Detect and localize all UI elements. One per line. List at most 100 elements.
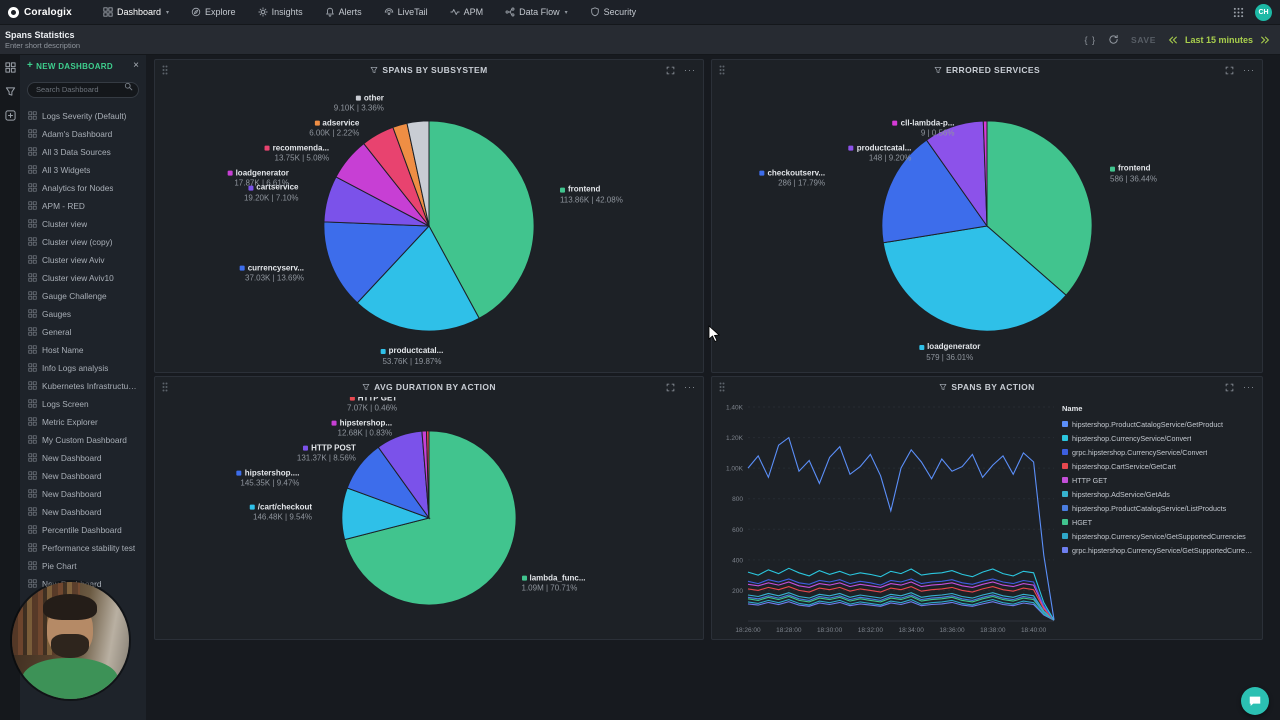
svg-text:600: 600 — [732, 527, 743, 534]
caret-down-icon: ▾ — [564, 9, 568, 16]
sidebar-item[interactable]: New Dashboard — [20, 449, 146, 467]
sidebar-item[interactable]: All 3 Widgets — [20, 161, 146, 179]
sidebar-item[interactable]: Analytics for Nodes — [20, 179, 146, 197]
sidebar-item[interactable]: Metric Explorer — [20, 413, 146, 431]
sidebar-item[interactable]: Cluster view (copy) — [20, 233, 146, 251]
user-avatar-button[interactable]: CH — [1255, 3, 1272, 21]
pie-chart-errored-services[interactable]: loadgenerator 579 | 36.01% checkoutserv...… — [712, 80, 1262, 372]
sidebar-item[interactable]: Adam's Dashboard — [20, 125, 146, 143]
dashboard-item-icon — [28, 147, 37, 156]
time-range-control: Last 15 minutes — [1168, 35, 1270, 45]
svg-text:18:40:00: 18:40:00 — [1021, 627, 1047, 634]
widget-title: SPANS BY SUBSYSTEM — [155, 65, 703, 75]
sidebar-item[interactable]: New Dashboard — [20, 485, 146, 503]
expand-icon[interactable] — [666, 383, 675, 392]
legend-item[interactable]: hipstershop.ProductCatalogService/ListPr… — [1062, 501, 1254, 515]
nav-item-data-flow[interactable]: Data Flow ▾ — [494, 0, 579, 24]
close-sidebar-icon[interactable]: × — [133, 60, 139, 71]
sidebar-item[interactable]: Cluster view — [20, 215, 146, 233]
add-widget-rail-icon[interactable] — [4, 110, 16, 121]
apps-grid-icon[interactable] — [1233, 7, 1244, 18]
dataflow-icon — [505, 7, 515, 17]
brand[interactable]: Coralogix — [8, 6, 88, 18]
nav-item-livetail[interactable]: LiveTail — [373, 0, 439, 24]
nav-right: CH — [1233, 3, 1272, 21]
legend-item[interactable]: grpc.hipstershop.CurrencyService/Convert — [1062, 445, 1254, 459]
expand-icon[interactable] — [1225, 383, 1234, 392]
refresh-icon[interactable] — [1108, 34, 1119, 45]
nav-item-explore[interactable]: Explore — [180, 0, 247, 24]
sidebar-item[interactable]: Cluster view Aviv — [20, 251, 146, 269]
legend-item[interactable]: hipstershop.CurrencyService/Convert — [1062, 431, 1254, 445]
sidebar-item[interactable]: All 3 Data Sources — [20, 143, 146, 161]
sidebar-item[interactable]: My Custom Dashboard — [20, 431, 146, 449]
more-options-icon[interactable]: ··· — [1243, 381, 1255, 392]
sidebar-item[interactable]: Performance stability test — [20, 539, 146, 557]
sidebar-item[interactable]: New Dashboard — [20, 503, 146, 521]
more-options-icon[interactable]: ··· — [1243, 64, 1255, 75]
sidebar-item[interactable]: Gauge Challenge — [20, 287, 146, 305]
pie-chart-avg-duration-by-action[interactable]: lambda_func... 1.09M | 70.71%/cart/checko… — [155, 397, 703, 639]
dashboard-item-icon — [28, 219, 37, 228]
sidebar-item[interactable]: Info Logs analysis — [20, 359, 146, 377]
presenter-beard — [51, 634, 89, 658]
dashboard-title[interactable]: Spans Statistics — [5, 29, 75, 40]
widget-spans-by-subsystem: SPANS BY SUBSYSTEM ··· productcatal... 53… — [154, 59, 704, 373]
drag-handle-icon[interactable] — [719, 65, 725, 75]
time-next-icon[interactable] — [1260, 35, 1270, 45]
filter-rail-icon[interactable] — [5, 86, 16, 97]
legend-item[interactable]: grpc.hipstershop.CurrencyService/GetSupp… — [1062, 543, 1254, 557]
drag-handle-icon[interactable] — [719, 382, 725, 392]
more-options-icon[interactable]: ··· — [684, 381, 696, 392]
sidebar-item[interactable]: Kubernetes Infrastructure Monit... — [20, 377, 146, 395]
chat-launcher-button[interactable] — [1241, 687, 1269, 715]
sidebar-item[interactable]: Gauges — [20, 305, 146, 323]
nav-item-dashboard[interactable]: Dashboard ▾ — [92, 0, 180, 24]
search-input[interactable] — [27, 81, 139, 98]
legend-item[interactable]: hipstershop.CartService/GetCart — [1062, 459, 1254, 473]
pie-chart-spans-by-subsystem[interactable]: productcatal... 53.76K | 19.87% currencyse… — [155, 80, 703, 372]
series-color-swatch — [1062, 519, 1068, 525]
code-braces-icon[interactable]: { } — [1084, 34, 1097, 45]
nav-item-alerts[interactable]: Alerts — [314, 0, 373, 24]
time-prev-icon[interactable] — [1168, 35, 1178, 45]
dashboard-description[interactable]: Enter short description — [5, 40, 81, 50]
sidebar-item[interactable]: Cluster view Aviv10 — [20, 269, 146, 287]
sidebar-item[interactable]: Percentile Dashboard — [20, 521, 146, 539]
expand-icon[interactable] — [1225, 66, 1234, 75]
dashboard-item-icon — [28, 129, 37, 138]
sidebar-item[interactable]: APM - RED — [20, 197, 146, 215]
apm-icon — [450, 7, 460, 17]
drag-handle-icon[interactable] — [162, 382, 168, 392]
legend-item[interactable]: hipstershop.AdService/GetAds — [1062, 487, 1254, 501]
nav-item-insights[interactable]: Insights — [247, 0, 314, 24]
sidebar-item[interactable]: Logs Screen — [20, 395, 146, 413]
sidebar-item[interactable]: General — [20, 323, 146, 341]
legend-item[interactable]: hipstershop.ProductCatalogService/GetPro… — [1062, 417, 1254, 431]
sidebar-item[interactable]: New Dashboard — [20, 467, 146, 485]
line-chart-plot[interactable]: 200 400 600 800 1.00K 1.20K 1.40K 18:26:00 18:28… — [712, 397, 1062, 639]
expand-icon[interactable] — [666, 66, 675, 75]
widget-title: ERRORED SERVICES — [712, 65, 1262, 75]
dashboard-item-icon — [28, 183, 37, 192]
sidebar-item[interactable]: Logs Severity (Default) — [20, 107, 146, 125]
livetail-icon — [384, 7, 394, 17]
sidebar-item[interactable]: Host Name — [20, 341, 146, 359]
more-options-icon[interactable]: ··· — [684, 64, 696, 75]
save-button[interactable]: SAVE — [1131, 34, 1156, 45]
legend-item[interactable]: hipstershop.CurrencyService/GetSupported… — [1062, 529, 1254, 543]
svg-text:18:32:00: 18:32:00 — [858, 627, 884, 634]
nav-item-security[interactable]: Security — [579, 0, 648, 24]
legend-item[interactable]: HTTP GET — [1062, 473, 1254, 487]
legend-item[interactable]: HGET — [1062, 515, 1254, 529]
drag-handle-icon[interactable] — [162, 65, 168, 75]
dashboards-rail-icon[interactable] — [4, 62, 16, 73]
nav-item-apm[interactable]: APM — [439, 0, 495, 24]
widget-header: AVG DURATION BY ACTION ··· — [155, 377, 703, 397]
new-dashboard-button[interactable]: + NEW DASHBOARD — [27, 60, 113, 71]
left-icon-rail — [0, 55, 20, 720]
dashboard-list: Logs Severity (Default) Adam's Dashboard A… — [20, 105, 146, 720]
time-range-label[interactable]: Last 15 minutes — [1184, 34, 1253, 45]
sidebar-item[interactable]: Pie Chart — [20, 557, 146, 575]
svg-text:1.20K: 1.20K — [726, 435, 744, 442]
